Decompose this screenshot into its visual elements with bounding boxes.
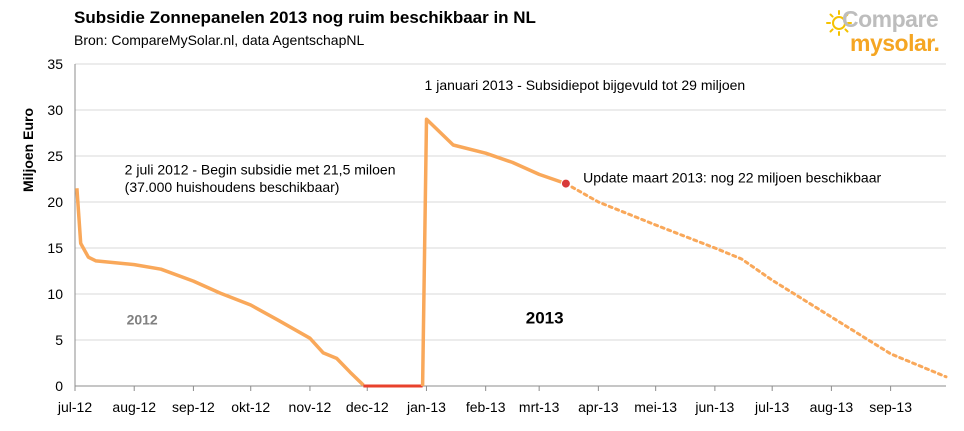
x-tick-label: aug-12 bbox=[112, 399, 156, 415]
logo-text-mysolar: mysolar. bbox=[850, 30, 940, 56]
chart-subtitle: Bron: CompareMySolar.nl, data Agentschap… bbox=[74, 32, 365, 48]
x-tick-label: mei-13 bbox=[634, 399, 677, 415]
chart-annotation: Update maart 2013: nog 22 miljoen beschi… bbox=[583, 170, 881, 186]
x-tick-label: sep-12 bbox=[172, 399, 215, 415]
chart-annotation: 2013 bbox=[526, 308, 564, 327]
x-tick-label: feb-13 bbox=[466, 399, 506, 415]
logo-text-compare: Compare bbox=[842, 6, 939, 32]
x-tick-label: sep-13 bbox=[869, 399, 912, 415]
y-tick-label: 15 bbox=[47, 240, 63, 256]
x-tick-label: jun-13 bbox=[694, 399, 734, 415]
x-tick-label: nov-12 bbox=[289, 399, 332, 415]
chart-annotation: 1 januari 2013 - Subsidiepot bijgevuld t… bbox=[425, 77, 746, 93]
x-tick-label: apr-13 bbox=[578, 399, 619, 415]
y-axis-label: Miljoen Euro bbox=[20, 108, 36, 192]
chart-title: Subsidie Zonnepanelen 2013 nog ruim besc… bbox=[74, 8, 536, 27]
x-tick-label: dec-12 bbox=[346, 399, 389, 415]
chart-annotation: 2012 bbox=[127, 311, 158, 327]
subsidy-line-segment bbox=[75, 188, 365, 387]
x-tick-label: okt-12 bbox=[231, 399, 270, 415]
y-tick-label: 35 bbox=[47, 56, 63, 72]
forecast-dotted-line bbox=[564, 182, 948, 379]
y-tick-label: 5 bbox=[55, 332, 63, 348]
y-tick-label: 0 bbox=[55, 378, 63, 394]
x-tick-label: jan-13 bbox=[406, 399, 446, 415]
chart-annotation: 2 juli 2012 - Begin subsidie met 21,5 mi… bbox=[125, 161, 396, 177]
x-tick-label: jul-12 bbox=[57, 399, 92, 415]
chart-annotation: (37.000 huishoudens beschikbaar) bbox=[125, 179, 340, 195]
sun-icon bbox=[826, 10, 852, 36]
comparemysolar-logo: Compare mysolar. bbox=[822, 4, 962, 56]
y-tick-label: 30 bbox=[47, 102, 63, 118]
y-tick-label: 25 bbox=[47, 148, 63, 164]
subsidy-line-segment bbox=[420, 117, 567, 387]
y-tick-label: 10 bbox=[47, 286, 63, 302]
y-tick-label: 20 bbox=[47, 194, 63, 210]
update-point-marker bbox=[560, 178, 571, 189]
x-tick-label: aug-13 bbox=[810, 399, 854, 415]
x-tick-label: mrt-13 bbox=[519, 399, 560, 415]
x-tick-label: jul-13 bbox=[754, 399, 789, 415]
